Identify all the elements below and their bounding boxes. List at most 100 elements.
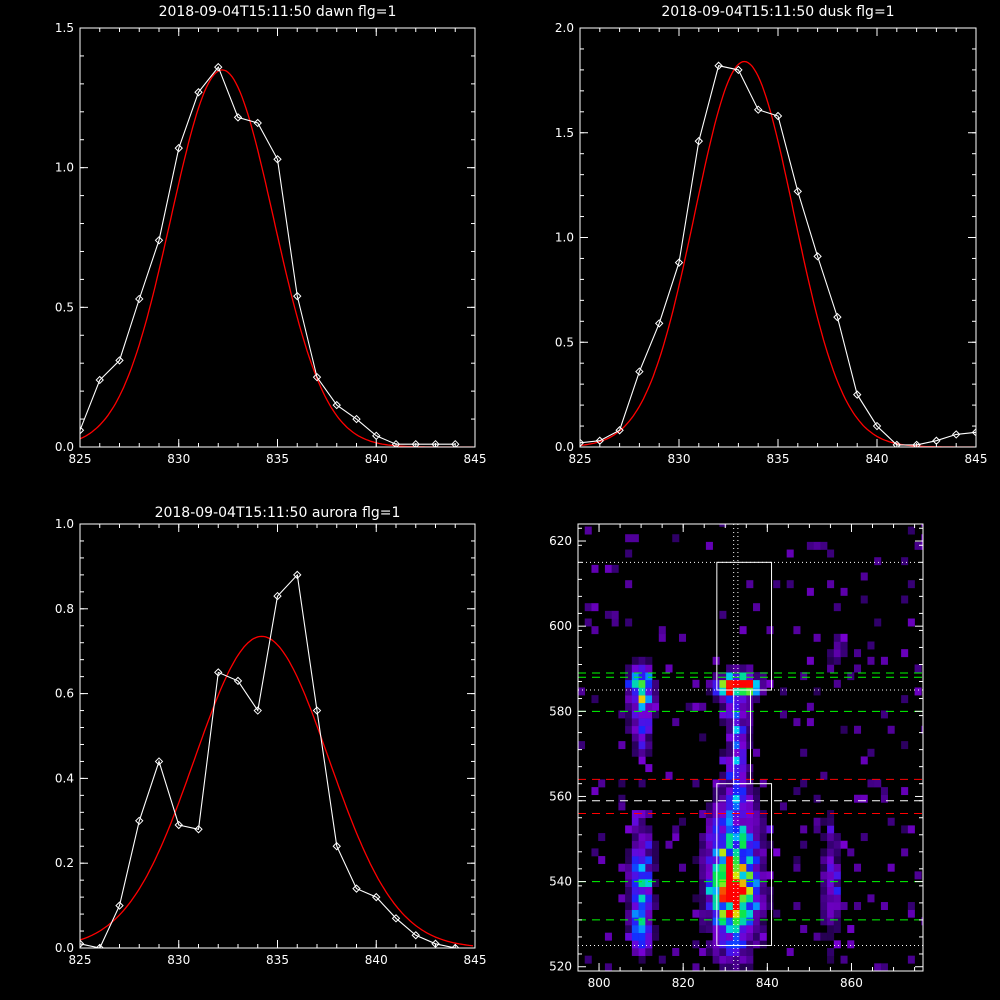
heatmap-cell (692, 963, 700, 971)
heatmap-cell (726, 664, 734, 673)
heatmap-cell (766, 894, 774, 903)
heatmap-cell (880, 656, 888, 665)
heatmap-cell (887, 725, 895, 734)
heatmap-cell (726, 810, 734, 819)
dawn-data-point (194, 88, 203, 97)
dawn-xtick-label: 835 (266, 452, 289, 466)
heatmap-cell (793, 856, 801, 865)
heatmap-cell (820, 909, 828, 918)
heatmap-cell (880, 710, 888, 719)
heatmap-cell (604, 963, 612, 971)
heatmap-cell (732, 764, 740, 773)
heatmap-cell (685, 702, 693, 711)
heatmap-cell (712, 695, 720, 704)
heatmap-cell (813, 541, 821, 550)
image-inner (578, 524, 923, 971)
dusk-xtick-label: 830 (668, 452, 691, 466)
heatmap-cell (699, 879, 707, 888)
dusk-xtick-label: 840 (866, 452, 889, 466)
heatmap-cell (847, 940, 855, 949)
heatmap-cell (753, 894, 761, 903)
heatmap-cell (907, 902, 915, 910)
dawn-ytick-label: 1.5 (55, 21, 74, 35)
heatmap-cell (732, 940, 740, 949)
heatmap-cell (692, 909, 700, 918)
heatmap-cell (726, 886, 734, 895)
heatmap-cell (759, 825, 767, 834)
heatmap-cell (638, 672, 646, 681)
heatmap-cell (726, 863, 734, 872)
heatmap-cell (631, 810, 639, 819)
heatmap-cell (753, 863, 761, 872)
heatmap-cell (820, 871, 828, 880)
heatmap-cell (712, 955, 720, 964)
heatmap-cell (638, 695, 646, 704)
heatmap-cell (753, 940, 761, 949)
heatmap-cell (746, 917, 754, 926)
heatmap-cell (732, 733, 740, 742)
heatmap-cell (719, 802, 727, 811)
heatmap-cell (699, 810, 707, 819)
dusk-xtick-label: 835 (767, 452, 790, 466)
heatmap-cell (652, 679, 660, 688)
heatmap-cell (726, 741, 734, 750)
heatmap-cell (638, 902, 646, 910)
heatmap-cell (921, 725, 923, 734)
heatmap-cell (719, 848, 727, 857)
heatmap-cell (867, 894, 875, 903)
heatmap-cell (719, 702, 727, 711)
heatmap-cell (732, 902, 740, 910)
heatmap-cell (719, 687, 727, 696)
heatmap-cell (631, 656, 639, 665)
heatmap-cell (692, 679, 700, 688)
heatmap-cell (705, 871, 713, 880)
heatmap-cell (699, 840, 707, 849)
heatmap-cell (739, 756, 747, 765)
heatmap-cell (907, 618, 915, 627)
heatmap-cell (739, 879, 747, 888)
aurora-ytick-label: 0.2 (55, 856, 74, 870)
heatmap-cell (726, 879, 734, 888)
heatmap-cell (806, 656, 814, 665)
heatmap-cell (860, 595, 868, 604)
dusk-title: 2018-09-04T15:11:50 dusk flg=1 (661, 4, 894, 20)
heatmap-cell (732, 664, 740, 673)
heatmap-cell (880, 902, 888, 910)
heatmap-cell (726, 940, 734, 949)
heatmap-cell (753, 917, 761, 926)
heatmap-cell (739, 925, 747, 933)
heatmap-cell (833, 848, 841, 857)
heatmap-cell (705, 817, 713, 826)
heatmap-cell (631, 733, 639, 742)
heatmap-cell (719, 695, 727, 704)
heatmap-cell (631, 886, 639, 895)
heatmap-cell (631, 948, 639, 956)
heatmap-cell (726, 856, 734, 865)
heatmap-cell (699, 856, 707, 865)
heatmap-cell (759, 886, 767, 895)
heatmap-cell (726, 917, 734, 926)
dawn-data-point (293, 291, 302, 301)
heatmap-cell (746, 718, 754, 727)
heatmap-cell (827, 825, 835, 834)
heatmap-cell (746, 848, 754, 857)
heatmap-cell (732, 879, 740, 888)
heatmap-cell (793, 902, 801, 910)
heatmap-cell (833, 886, 841, 895)
heatmap-cell (854, 863, 862, 872)
heatmap-cell (726, 932, 734, 941)
heatmap-cell (611, 564, 619, 573)
aurora-data-point (293, 570, 302, 580)
heatmap-cell (638, 779, 646, 788)
dusk-data-point (773, 111, 783, 121)
heatmap-cell (739, 940, 747, 949)
heatmap-cell (645, 894, 653, 903)
heatmap-cell (827, 664, 835, 673)
heatmap-cell (712, 779, 720, 788)
image-xtick-label: 820 (672, 976, 695, 990)
heatmap-cell (827, 917, 835, 926)
heatmap-cell (759, 879, 767, 888)
dusk-ytick-label: 0.0 (555, 440, 574, 454)
heatmap-cell (712, 948, 720, 956)
dusk-plot-area: 825 830 835 840 845 0.0 0.5 1.0 1.5 2.0 (555, 21, 988, 466)
